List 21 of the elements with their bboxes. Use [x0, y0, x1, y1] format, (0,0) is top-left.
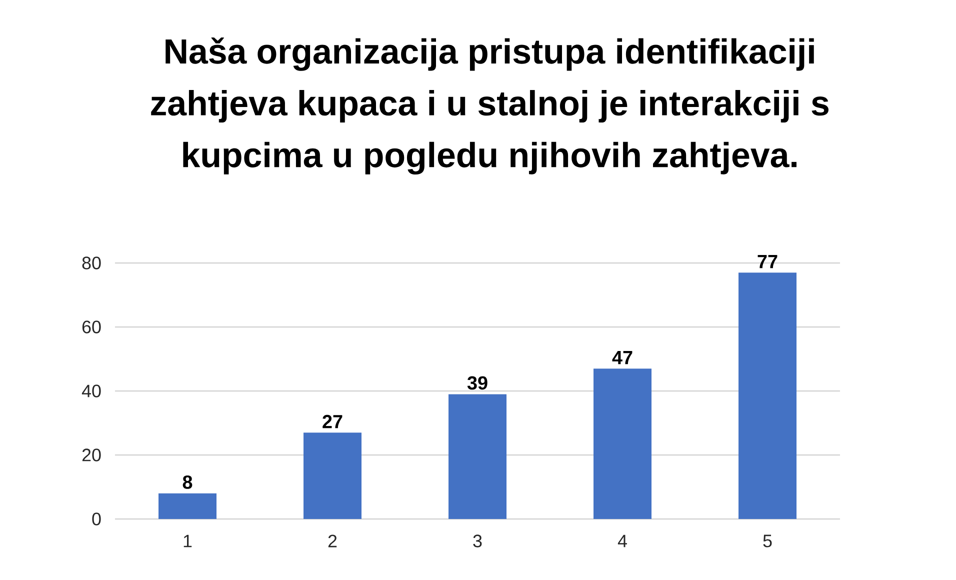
- y-tick-label: 40: [82, 384, 101, 398]
- x-tick-label: 5: [763, 534, 772, 548]
- data-label: 8: [182, 475, 192, 489]
- bar: [158, 493, 216, 519]
- x-tick-label: 4: [618, 534, 627, 548]
- x-tick-label: 1: [184, 534, 192, 548]
- y-tick-label: 80: [82, 256, 101, 270]
- bar: [738, 272, 797, 519]
- bar: [594, 368, 652, 519]
- y-tick-label: 60: [82, 320, 101, 334]
- data-label: 39: [467, 376, 488, 390]
- chart-title: Naša organizacija pristupa identifikaciji zahtjeva kupaca i u stalnoj je interakciji s kupcima u pogledu njihovih zahtjeva.: [151, 37, 828, 174]
- y-tick-label: 20: [82, 448, 101, 462]
- y-tick-label: 0: [92, 512, 101, 526]
- data-label: 47: [612, 351, 632, 364]
- bar: [304, 432, 362, 519]
- data-label: 27: [322, 414, 342, 428]
- bar: [448, 394, 507, 519]
- x-tick-label: 2: [328, 534, 337, 548]
- data-label: 77: [758, 255, 778, 268]
- x-tick-label: 3: [473, 534, 482, 548]
